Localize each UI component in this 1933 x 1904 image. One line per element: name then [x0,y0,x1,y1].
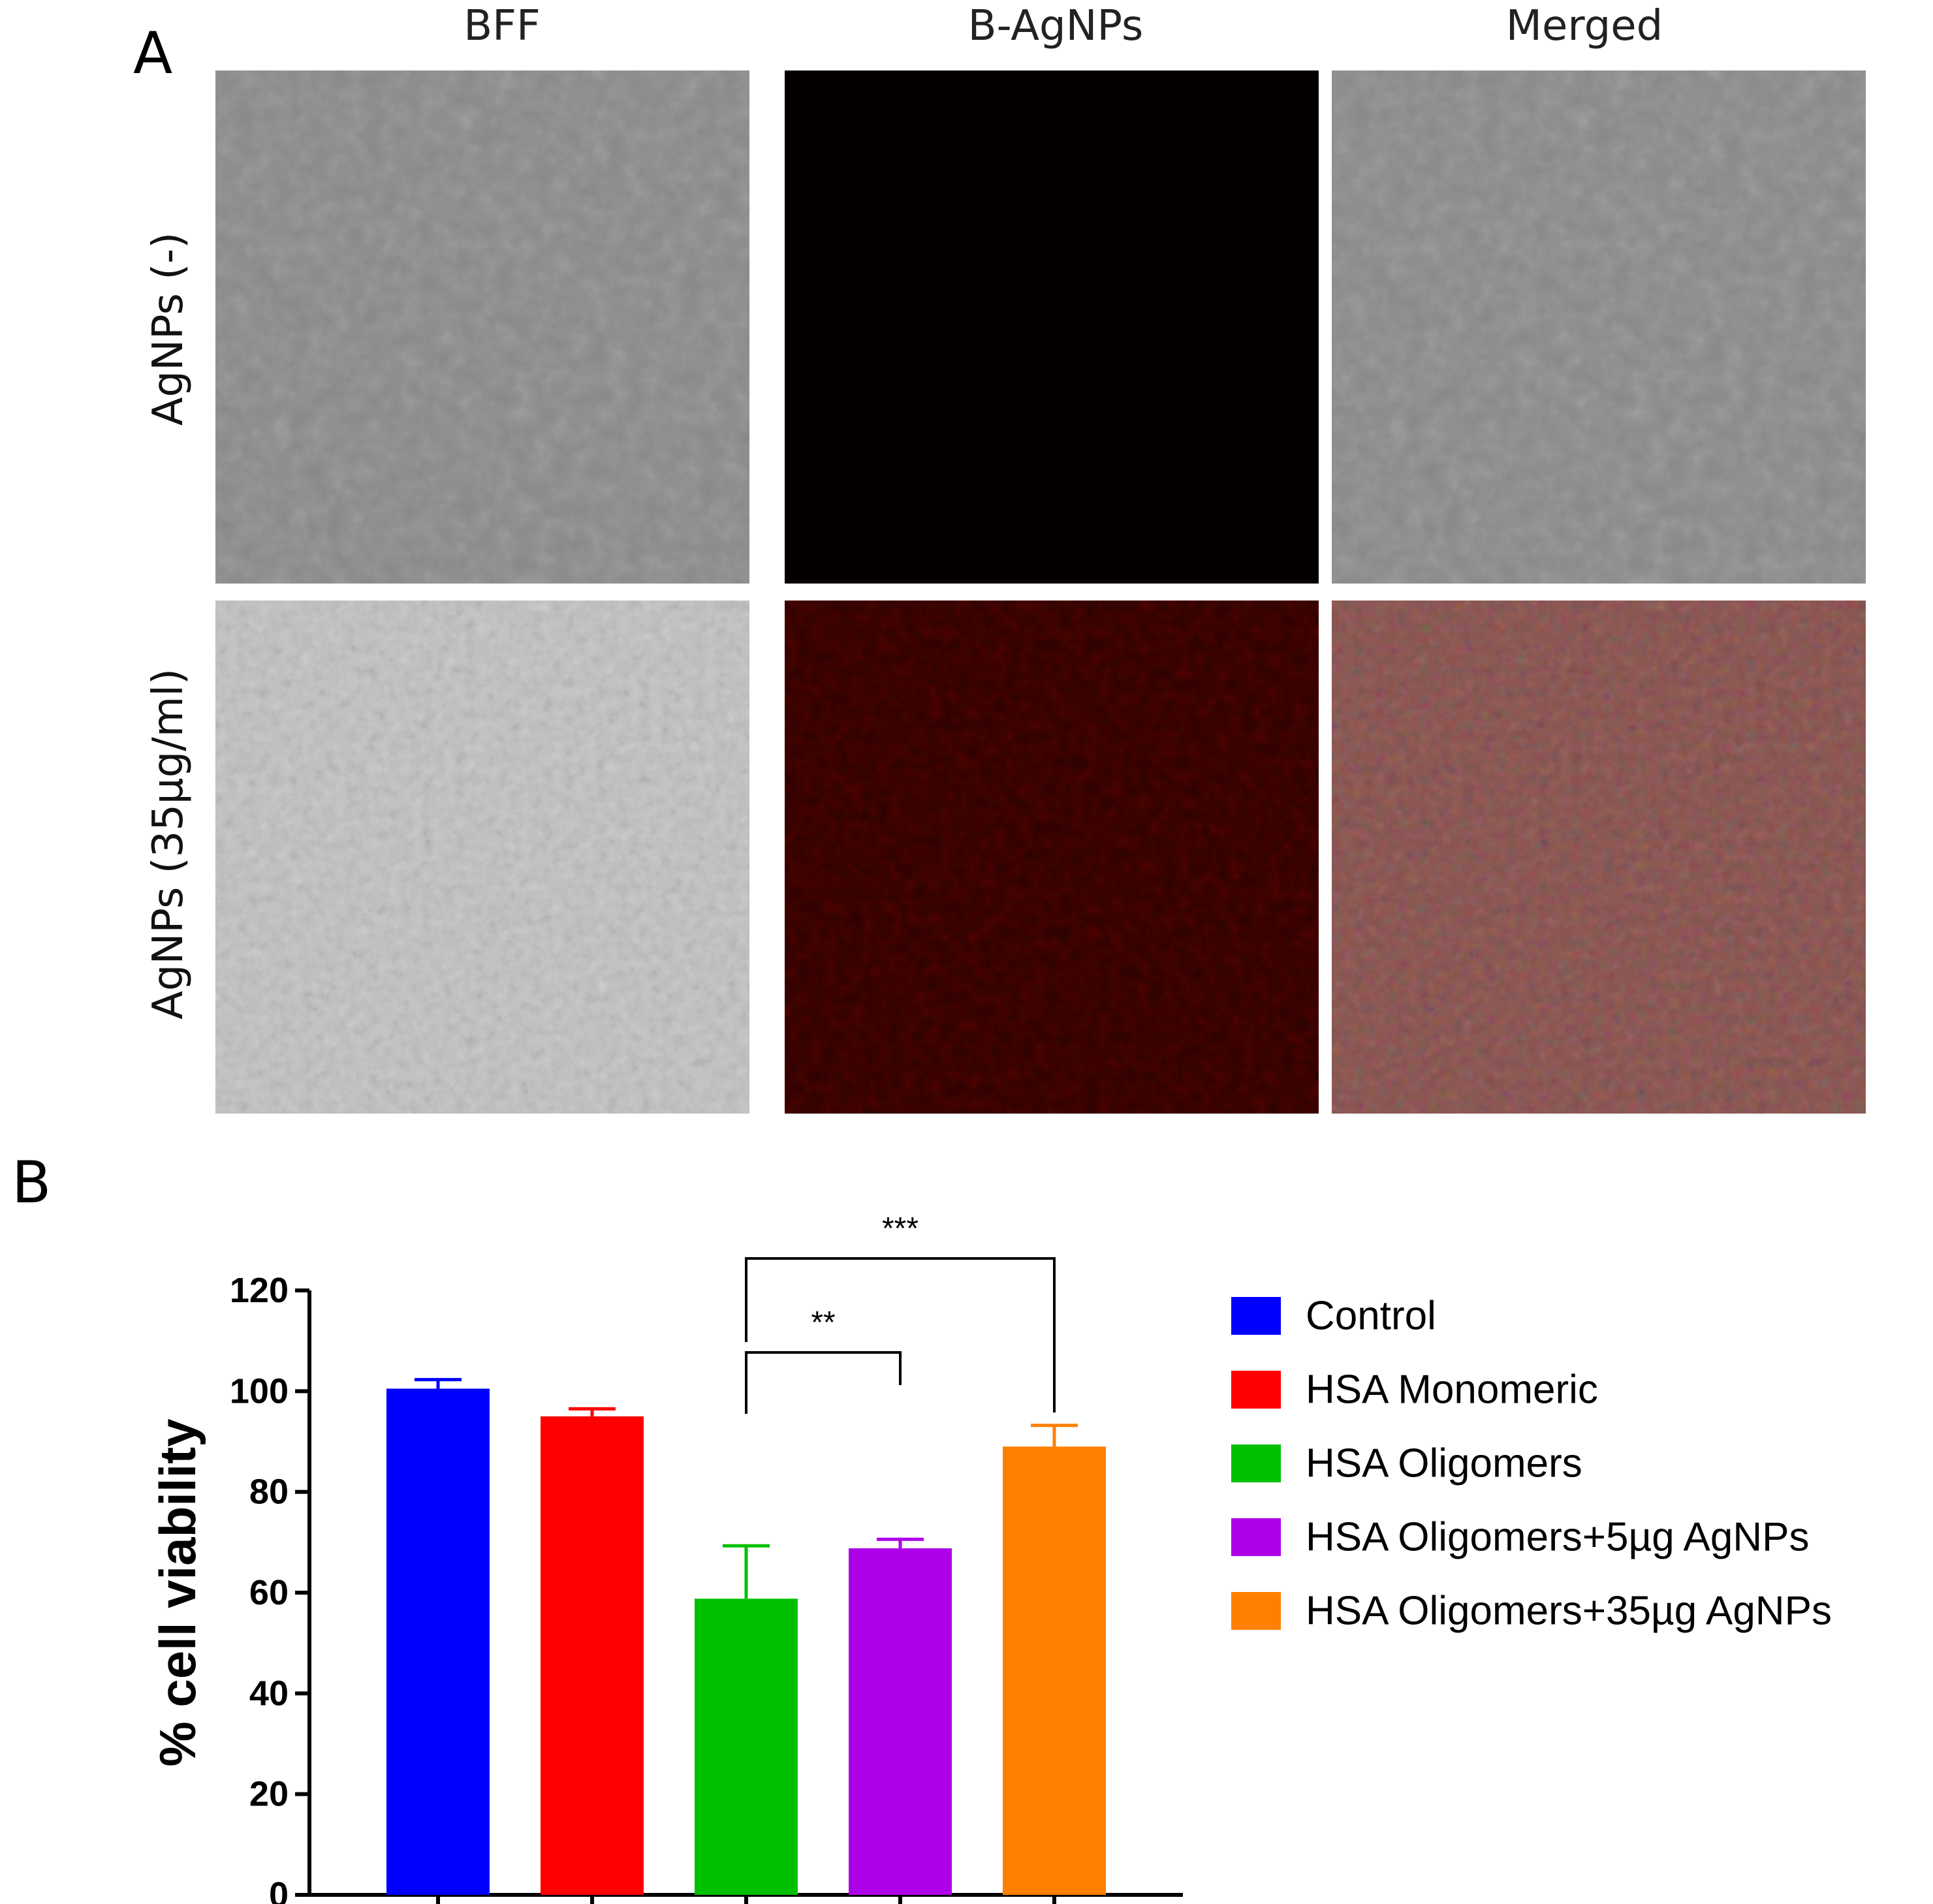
y-tick-label: 120 [230,1271,289,1310]
y-axis-label: % cell viability [149,1418,206,1766]
panel-b-letter: B [12,1149,52,1216]
y-tick-label: 100 [230,1371,289,1411]
column-header-merged: Merged [1505,2,1663,50]
legend-label-2: HSA Oligomers [1306,1441,1582,1486]
bar-4 [1003,1446,1106,1895]
legend-swatch-4 [1231,1592,1281,1630]
row-label-agnps-none-text: AgNPs (-) [144,232,193,426]
bar-3 [849,1548,952,1895]
significance-label-1: *** [882,1211,919,1246]
legend-label-3: HSA Oligomers+5µg AgNPs [1306,1515,1809,1560]
y-tick-label: 60 [249,1573,289,1612]
panel-a-letter: A [133,20,173,87]
significance-bracket-0 [745,1351,902,1414]
legend-swatch-3 [1231,1518,1281,1556]
legend-swatch-1 [1231,1371,1281,1409]
bar-1 [541,1416,644,1895]
column-header-b-agnps: B-AgNPs [967,2,1144,50]
legend-label-1: HSA Monomeric [1306,1367,1598,1412]
legend-label-0: Control [1306,1294,1436,1339]
micrograph-bff-control [215,70,749,584]
bar-2 [695,1599,798,1895]
significance-bracket-1 [745,1257,1056,1412]
legend-label-4: HSA Oligomers+35µg AgNPs [1306,1589,1832,1634]
y-tick-label: 80 [249,1473,289,1512]
micrograph-fluorescence-agnps [785,601,1319,1114]
y-tick-label: 20 [249,1775,289,1814]
bar-0 [386,1388,490,1895]
micrograph-merged-control [1332,70,1866,584]
legend-swatch-0 [1231,1297,1281,1335]
significance-label-0: ** [811,1305,835,1340]
y-tick-label: 0 [269,1875,289,1904]
legend-swatch-2 [1231,1444,1281,1482]
row-label-agnps-35-text: AgNPs (35µg/ml) [144,668,193,1020]
micrograph-bff-agnps [215,601,749,1114]
micrograph-merged-agnps [1332,601,1866,1114]
y-tick-label: 40 [249,1674,289,1713]
column-header-bff: BFF [464,2,541,50]
micrograph-fluorescence-control [785,70,1319,584]
